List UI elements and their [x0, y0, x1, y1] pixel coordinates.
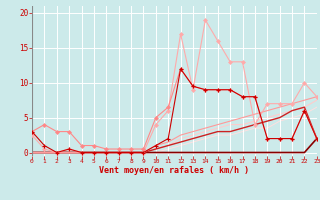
X-axis label: Vent moyen/en rafales ( km/h ): Vent moyen/en rafales ( km/h ): [100, 166, 249, 175]
